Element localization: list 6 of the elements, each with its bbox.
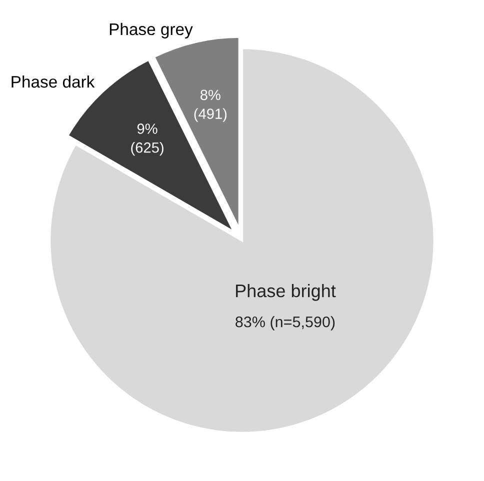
data-label: 9% (625) (131, 124, 164, 156)
data-label: 8% (491) (194, 90, 227, 122)
slice-label: Phase grey (110, 22, 193, 38)
slice-label: Phase bright (236, 284, 336, 301)
slice-label: Phase dark (12, 75, 95, 88)
data-label: 83% (n=5,590) (236, 316, 335, 330)
